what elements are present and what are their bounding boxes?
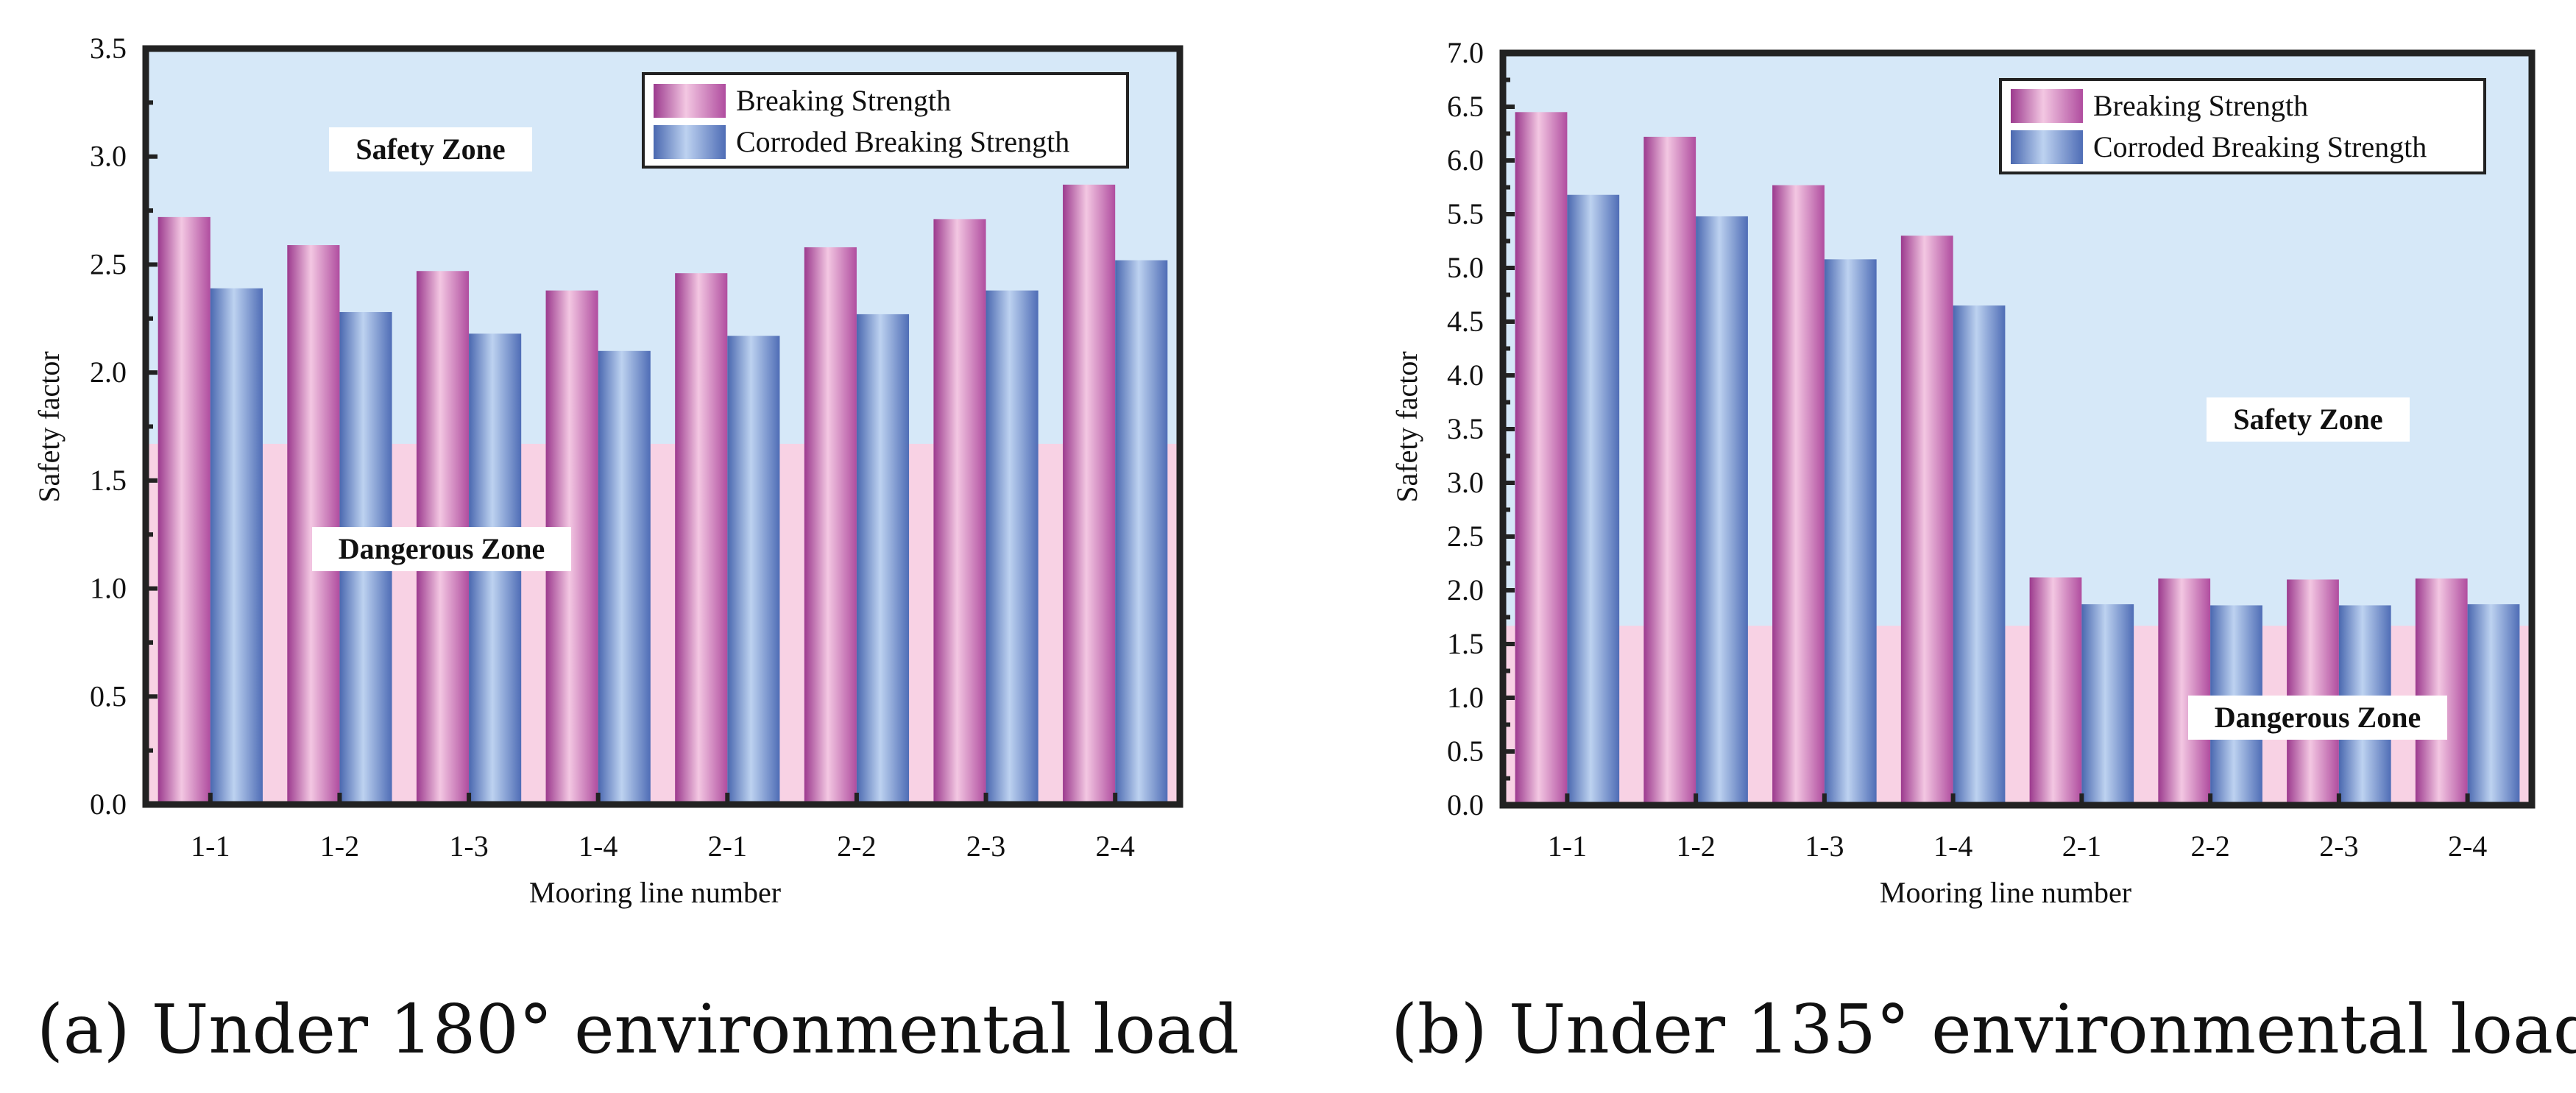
chart-a-bar-breaking-1-2 bbox=[287, 245, 340, 804]
chart-b-y-tick-label: 1.5 bbox=[1447, 627, 1484, 660]
chart-b: 0.0 0.5 1.0 1.5 2.0 2.5 3.0 3.5 4.0 4.5 5.0 5.5 6.0 6… bbox=[1390, 36, 2536, 909]
chart-b-legend-swatch-corroded bbox=[2011, 130, 2083, 164]
chart-a-bar-corroded-2-2 bbox=[856, 314, 910, 805]
chart-b-bar-corroded-2-1 bbox=[2081, 604, 2134, 805]
chart-a: 0.0 0.5 1.0 1.5 2.0 2.5 3.0 3.5 1-1 1-2 1-3 1-4 2-1… bbox=[32, 32, 1183, 909]
chart-a-y-tick-label: 1.5 bbox=[90, 464, 127, 497]
chart-a-safety-zone-label-bg bbox=[329, 127, 532, 171]
chart-b-y-tick-label: 4.0 bbox=[1447, 358, 1484, 392]
caption-b: (b) Under 135° environmental load bbox=[1391, 990, 2576, 1069]
chart-a-y-axis: 0.0 0.5 1.0 1.5 2.0 2.5 3.0 3.5 bbox=[90, 32, 158, 821]
chart-a-x-tick-label: 2-4 bbox=[1096, 830, 1135, 863]
chart-b-legend-label-corroded: Corroded Breaking Strength bbox=[2093, 130, 2427, 163]
chart-a-x-label: Mooring line number bbox=[529, 876, 781, 909]
chart-b-bar-breaking-1-2 bbox=[1643, 136, 1696, 805]
chart-b-bar-corroded-1-3 bbox=[1824, 259, 1877, 805]
chart-a-x-tick-label: 2-1 bbox=[708, 830, 747, 863]
chart-a-y-tick-label: 2.0 bbox=[90, 356, 127, 389]
chart-a-safety-zone-label: Safety Zone bbox=[355, 132, 505, 166]
chart-a-bar-corroded-2-1 bbox=[727, 336, 780, 804]
chart-b-bar-breaking-1-3 bbox=[1772, 185, 1825, 805]
chart-a-y-label: Safety factor bbox=[32, 351, 66, 502]
chart-b-y-tick-label: 0.5 bbox=[1447, 735, 1484, 768]
chart-b-y-tick-label: 7.0 bbox=[1447, 36, 1484, 69]
chart-a-danger-zone-label: Dangerous Zone bbox=[339, 532, 545, 565]
chart-b-legend-swatch-breaking bbox=[2011, 89, 2083, 123]
chart-b-x-tick-label: 1-2 bbox=[1676, 830, 1715, 863]
chart-a-x-tick-label: 1-4 bbox=[578, 830, 618, 863]
chart-b-bars bbox=[1515, 112, 2520, 806]
chart-b-x-tick-label: 2-1 bbox=[2062, 830, 2101, 863]
chart-b-x-tick-label: 1-1 bbox=[1548, 830, 1587, 863]
chart-b-x-tick-label: 2-4 bbox=[2448, 830, 2487, 863]
chart-b-y-label: Safety factor bbox=[1390, 351, 1423, 502]
chart-b-y-tick-label: 4.5 bbox=[1447, 305, 1484, 338]
chart-b-x-tick-label: 1-3 bbox=[1805, 830, 1844, 863]
chart-b-safety-zone-label-bg bbox=[2207, 397, 2410, 442]
chart-b-y-tick-label: 5.5 bbox=[1447, 197, 1484, 230]
chart-a-danger-zone-label-bg bbox=[312, 527, 571, 571]
chart-a-y-tick-label: 2.5 bbox=[90, 247, 127, 280]
chart-b-legend-label-breaking: Breaking Strength bbox=[2093, 89, 2308, 122]
chart-b-x-axis: 1-1 1-2 1-3 1-4 2-1 2-2 2-3 2-4 bbox=[1548, 793, 2487, 863]
chart-a-x-tick-label: 1-1 bbox=[191, 830, 230, 863]
chart-a-bar-corroded-2-3 bbox=[986, 290, 1038, 804]
chart-b-y-axis: 0.0 0.5 1.0 1.5 2.0 2.5 3.0 3.5 4.0 4.5 5.0 5.5 6.0 6… bbox=[1447, 36, 1515, 821]
chart-b-legend: Breaking Strength Corroded Breaking Stre… bbox=[1999, 78, 2486, 174]
chart-a-y-tick-label: 3.0 bbox=[90, 140, 127, 173]
chart-b-x-tick-label: 1-4 bbox=[1933, 830, 1972, 863]
chart-a-bar-corroded-1-4 bbox=[598, 350, 651, 804]
chart-a-y-tick-label: 0.0 bbox=[90, 788, 127, 821]
chart-a-y-tick-label: 3.5 bbox=[90, 32, 127, 65]
chart-b-bar-breaking-2-4 bbox=[2415, 578, 2468, 805]
chart-b-y-tick-label: 6.5 bbox=[1447, 90, 1484, 123]
chart-b-y-tick-label: 6.0 bbox=[1447, 144, 1484, 177]
chart-b-x-tick-label: 2-3 bbox=[2319, 830, 2358, 863]
chart-a-legend-swatch-corroded bbox=[654, 125, 726, 159]
chart-b-bar-breaking-2-2 bbox=[2158, 578, 2211, 805]
chart-a-bar-breaking-2-2 bbox=[804, 247, 857, 804]
chart-a-bar-breaking-2-3 bbox=[933, 219, 986, 804]
chart-b-x-tick-label: 2-2 bbox=[2190, 830, 2229, 863]
chart-b-x-label: Mooring line number bbox=[1880, 876, 2131, 909]
chart-b-y-tick-label: 3.0 bbox=[1447, 466, 1484, 499]
chart-b-danger-zone-label-bg bbox=[2188, 696, 2447, 740]
chart-a-x-tick-label: 1-2 bbox=[320, 830, 359, 863]
chart-b-y-tick-label: 2.0 bbox=[1447, 573, 1484, 606]
chart-b-y-tick-label: 2.5 bbox=[1447, 520, 1484, 553]
chart-a-legend-swatch-breaking bbox=[654, 84, 726, 118]
chart-b-danger-zone-label: Dangerous Zone bbox=[2215, 701, 2421, 734]
chart-b-bar-corroded-1-1 bbox=[1567, 194, 1620, 806]
chart-b-bar-breaking-1-1 bbox=[1515, 112, 1568, 806]
chart-a-bar-corroded-1-1 bbox=[210, 288, 263, 805]
chart-b-y-tick-label: 1.0 bbox=[1447, 681, 1484, 714]
chart-a-bar-corroded-2-4 bbox=[1115, 260, 1168, 804]
chart-b-bar-breaking-1-4 bbox=[1900, 236, 1953, 805]
chart-b-bar-breaking-2-3 bbox=[2287, 579, 2339, 805]
chart-a-x-tick-label: 2-2 bbox=[837, 830, 876, 863]
chart-b-bar-corroded-1-4 bbox=[1953, 305, 2006, 806]
chart-a-legend-label-corroded: Corroded Breaking Strength bbox=[736, 125, 1069, 158]
chart-b-y-tick-label: 5.0 bbox=[1447, 251, 1484, 284]
chart-a-x-axis: 1-1 1-2 1-3 1-4 2-1 2-2 2-3 2-4 bbox=[191, 793, 1135, 863]
chart-a-legend-label-breaking: Breaking Strength bbox=[736, 84, 951, 117]
chart-b-safety-zone-label: Safety Zone bbox=[2233, 403, 2382, 436]
chart-a-y-tick-label: 1.0 bbox=[90, 572, 127, 605]
chart-a-legend: Breaking Strength Corroded Breaking Stre… bbox=[642, 72, 1129, 169]
chart-b-bar-corroded-1-2 bbox=[1696, 216, 1748, 805]
chart-a-x-tick-label: 1-3 bbox=[449, 830, 488, 863]
chart-a-bar-breaking-2-1 bbox=[675, 273, 728, 804]
chart-a-bar-breaking-1-1 bbox=[158, 216, 210, 805]
chart-b-bar-corroded-2-4 bbox=[2467, 604, 2520, 805]
chart-a-y-tick-label: 0.5 bbox=[90, 679, 127, 712]
chart-b-bar-breaking-2-1 bbox=[2029, 577, 2082, 805]
caption-a: (a) Under 180° environmental load bbox=[37, 990, 1239, 1069]
chart-a-bar-breaking-2-4 bbox=[1063, 184, 1116, 805]
chart-a-x-tick-label: 2-3 bbox=[966, 830, 1005, 863]
chart-b-y-tick-label: 0.0 bbox=[1447, 788, 1484, 821]
chart-b-y-tick-label: 3.5 bbox=[1447, 412, 1484, 445]
